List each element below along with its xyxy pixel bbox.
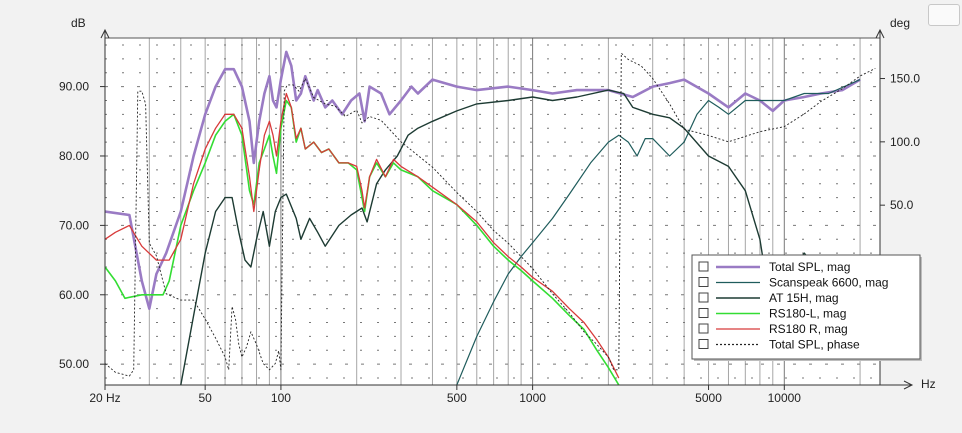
left-axis: dB 90.00 80.00 70.00 60.00 50.00	[59, 16, 105, 371]
legend-checkbox[interactable]	[698, 261, 709, 272]
horizontal-gridlines	[105, 44, 880, 379]
legend-checkbox[interactable]	[698, 277, 709, 287]
x-tick-label: 50	[198, 391, 212, 405]
y-tick-label: 80.00	[59, 149, 89, 163]
series-line-4	[105, 92, 620, 379]
series-line-2	[180, 89, 837, 385]
legend-label: Scanspeak 6600, mag	[769, 276, 888, 290]
x-tick-label: 20 Hz	[89, 391, 120, 405]
right-axis-arrow	[875, 28, 885, 39]
y2-tick-label: 100.0	[890, 135, 920, 149]
legend-label: RS180 R, mag	[769, 322, 848, 336]
legend-label: AT 15H, mag	[769, 291, 839, 305]
x-tick-label: 500	[447, 391, 467, 405]
legend-label: Total SPL, mag	[769, 260, 850, 274]
y-axis-unit-label: dB	[71, 16, 86, 30]
legend-box	[691, 254, 921, 360]
corner-button[interactable]	[928, 4, 960, 26]
legend-checkbox[interactable]	[698, 308, 709, 318]
x-tick-label: 5000	[695, 391, 722, 405]
legend-checkbox[interactable]	[698, 339, 709, 349]
legend-checkbox[interactable]	[698, 323, 709, 334]
x-tick-label: 100	[271, 391, 291, 405]
legend-label: RS180-L, mag	[769, 307, 846, 321]
y-tick-label: 90.00	[59, 80, 89, 94]
bottom-axis: Hz 20 Hz 50 100 500 1000 5000 10000	[89, 377, 935, 405]
x-axis-unit-label: Hz	[921, 377, 936, 391]
y2-tick-label: 50.0	[890, 198, 914, 212]
y-tick-label: 60.00	[59, 288, 89, 302]
legend-checkbox[interactable]	[698, 292, 709, 303]
y2-axis-unit-label: deg	[890, 16, 910, 30]
x-tick-label: 1000	[519, 391, 546, 405]
y-tick-label: 50.00	[59, 357, 89, 371]
left-axis-arrow	[100, 28, 110, 39]
series-line-1	[456, 79, 861, 385]
y-tick-label: 70.00	[59, 218, 89, 232]
series-line-5	[105, 52, 876, 377]
series-layer	[105, 50, 876, 385]
legend-label: Total SPL, phase	[769, 338, 860, 352]
bottom-axis-arrow	[903, 380, 914, 390]
x-tick-label: 10000	[768, 391, 802, 405]
series-line-0	[105, 50, 861, 310]
y2-tick-label: 150.0	[890, 72, 920, 86]
